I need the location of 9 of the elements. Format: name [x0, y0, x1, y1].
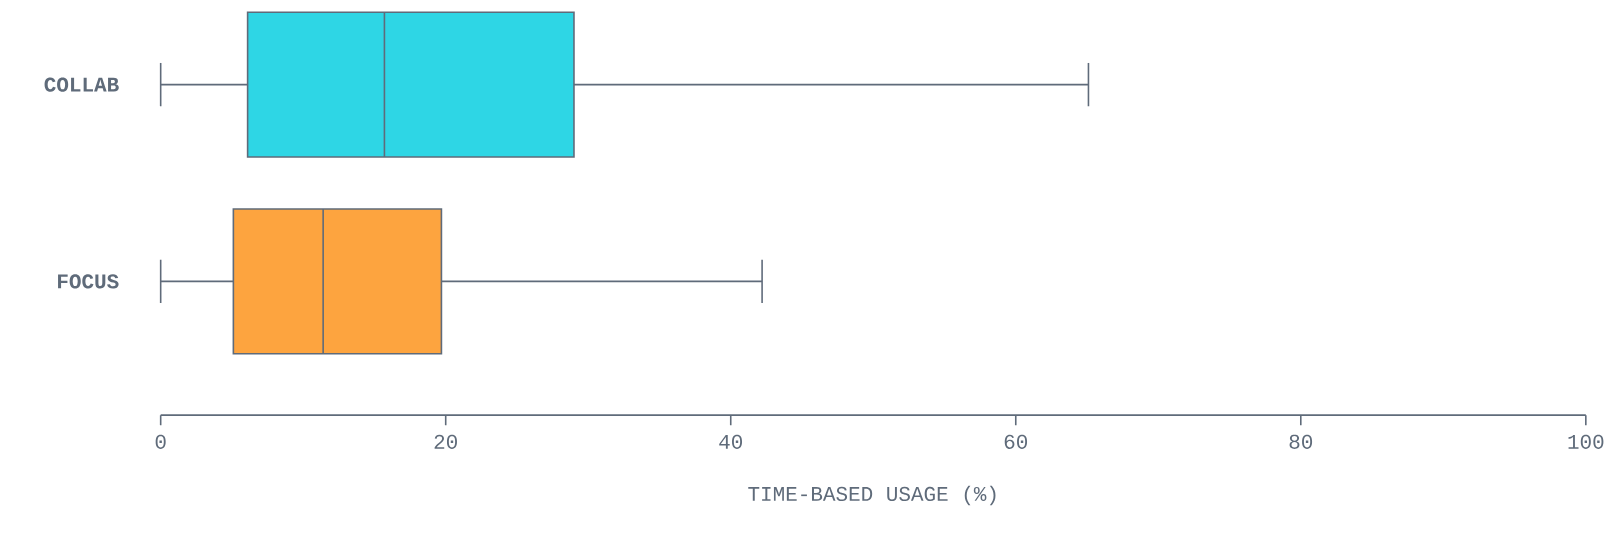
x-tick-label: 80 [1289, 434, 1313, 449]
x-tick-label: 0 [155, 434, 166, 449]
x-tick-label: 100 [1568, 434, 1604, 449]
y-tick-label: FOCUS [58, 274, 119, 289]
x-tick-label: 20 [434, 434, 457, 449]
x-axis-title: TIME-BASED USAGE (%) [748, 485, 996, 506]
x-tick-label: 40 [719, 434, 743, 449]
x-tick-label: 60 [1004, 434, 1028, 449]
y-tick-label: COLLAB [44, 77, 119, 92]
